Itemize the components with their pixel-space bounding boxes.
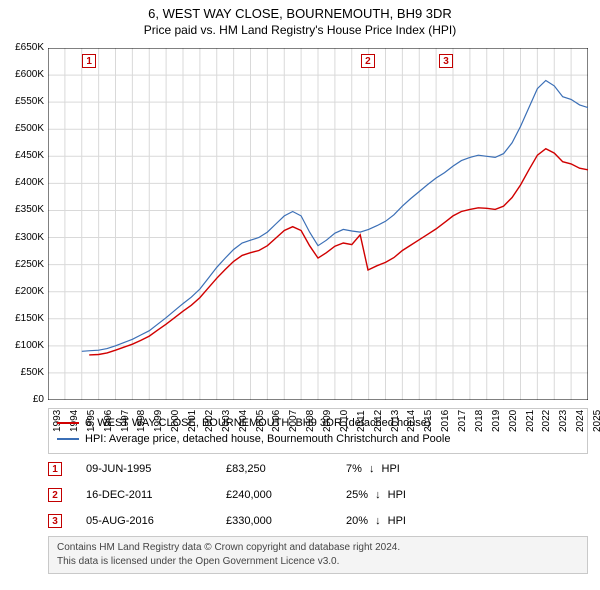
legend-label: HPI: Average price, detached house, Bour…: [85, 431, 450, 447]
transaction-pct: 25% ↓ HPI: [346, 489, 506, 501]
legend-item: HPI: Average price, detached house, Bour…: [57, 431, 579, 447]
y-tick-label: £450K: [0, 150, 44, 161]
attribution-line: This data is licensed under the Open Gov…: [57, 555, 579, 569]
y-tick-label: £500K: [0, 123, 44, 134]
y-tick-label: £350K: [0, 204, 44, 215]
y-tick-label: £300K: [0, 232, 44, 243]
legend-swatch: [57, 438, 79, 440]
legend: 6, WEST WAY CLOSE, BOURNEMOUTH, BH9 3DR …: [48, 408, 588, 454]
attribution: Contains HM Land Registry data © Crown c…: [48, 536, 588, 574]
transaction-date: 09-JUN-1995: [86, 463, 226, 475]
transaction-price: £83,250: [226, 463, 346, 475]
y-tick-label: £550K: [0, 96, 44, 107]
legend-swatch: [57, 422, 79, 424]
chart-marker: 3: [439, 54, 453, 68]
transaction-row: 3 05-AUG-2016£330,00020% ↓ HPI: [48, 508, 588, 534]
y-tick-label: £250K: [0, 259, 44, 270]
transaction-row: 2 16-DEC-2011£240,00025% ↓ HPI: [48, 482, 588, 508]
legend-item: 6, WEST WAY CLOSE, BOURNEMOUTH, BH9 3DR …: [57, 415, 579, 431]
chart-area: [48, 48, 588, 400]
transaction-price: £240,000: [226, 489, 346, 501]
transaction-marker: 3: [48, 514, 62, 528]
y-tick-label: £100K: [0, 340, 44, 351]
transactions-table: 109-JUN-1995£83,2507% ↓ HPI216-DEC-2011£…: [48, 456, 588, 534]
y-tick-label: £600K: [0, 69, 44, 80]
y-tick-label: £400K: [0, 177, 44, 188]
arrow-down-icon: ↓: [375, 515, 381, 527]
arrow-down-icon: ↓: [375, 489, 381, 501]
chart-title: 6, WEST WAY CLOSE, BOURNEMOUTH, BH9 3DR: [0, 0, 600, 21]
transaction-marker: 1: [48, 462, 62, 476]
x-tick-label: 2025: [592, 392, 600, 432]
chart-subtitle: Price paid vs. HM Land Registry's House …: [0, 21, 600, 41]
transaction-date: 16-DEC-2011: [86, 489, 226, 501]
transaction-pct: 7% ↓ HPI: [346, 463, 506, 475]
transaction-price: £330,000: [226, 515, 346, 527]
y-tick-label: £650K: [0, 42, 44, 53]
attribution-line: Contains HM Land Registry data © Crown c…: [57, 541, 579, 555]
arrow-down-icon: ↓: [369, 463, 375, 475]
legend-label: 6, WEST WAY CLOSE, BOURNEMOUTH, BH9 3DR …: [85, 415, 431, 431]
line-chart-svg: [48, 48, 588, 400]
chart-marker: 1: [82, 54, 96, 68]
y-tick-label: £0: [0, 394, 44, 405]
transaction-marker: 2: [48, 488, 62, 502]
y-tick-label: £50K: [0, 367, 44, 378]
transaction-pct: 20% ↓ HPI: [346, 515, 506, 527]
y-tick-label: £150K: [0, 313, 44, 324]
y-tick-label: £200K: [0, 286, 44, 297]
transaction-date: 05-AUG-2016: [86, 515, 226, 527]
chart-marker: 2: [361, 54, 375, 68]
transaction-row: 1 09-JUN-1995£83,2507% ↓ HPI: [48, 456, 588, 482]
